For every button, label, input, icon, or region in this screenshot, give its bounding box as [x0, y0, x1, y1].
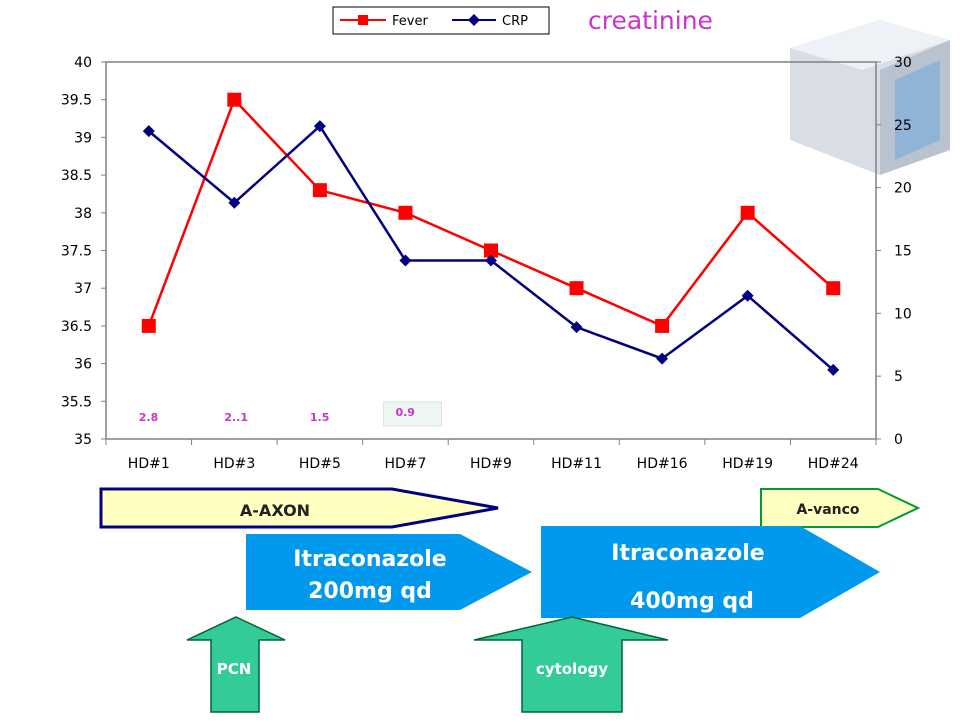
left-tick-label: 36.5 [61, 319, 92, 335]
point-crp [142, 125, 155, 138]
a-vanco-arrow [760, 488, 921, 528]
itra400-line1: Itraconazole [611, 541, 764, 566]
x-tick-label: HD#24 [808, 456, 859, 472]
left-tick-label: 35 [74, 432, 92, 448]
pcn-label: PCN [217, 660, 252, 678]
legend: Fever CRP [332, 6, 550, 35]
creatinine-value: 2..1 [224, 411, 248, 424]
itra200-line1: Itraconazole [293, 547, 446, 572]
creatinine-title: creatinine [588, 6, 713, 35]
legend-fever-marker [358, 15, 368, 25]
right-tick-label: 15 [894, 244, 912, 260]
creatinine-value: 2.8 [139, 411, 159, 424]
point-fever [312, 183, 327, 198]
right-tick-label: 10 [894, 306, 912, 322]
point-crp [228, 196, 241, 209]
x-tick-label: HD#19 [722, 456, 773, 472]
x-tick-label: HD#9 [470, 456, 512, 472]
a-vanco-label: A-vanco [796, 502, 859, 518]
point-fever [569, 281, 584, 296]
left-tick-label: 37.5 [61, 244, 92, 260]
series-layer [141, 92, 841, 376]
point-fever [484, 243, 498, 258]
itraconazole-200-arrow [246, 534, 532, 610]
itra200-line2: 200mg qd [308, 579, 432, 604]
creatinine-value: 0.9 [395, 406, 415, 419]
point-crp [741, 289, 754, 302]
decorative-cube-image [790, 20, 950, 175]
right-tick-label: 30 [894, 55, 912, 71]
x-tick-label: HD#7 [384, 456, 426, 472]
itraconazole-400-arrow [541, 526, 880, 618]
point-fever [141, 318, 156, 333]
point-fever [398, 205, 413, 220]
point-fever [826, 281, 841, 296]
itra400-line2: 400mg qd [630, 589, 754, 614]
left-y-axis: 35 35.5 36 36.5 37 37.5 38 38.5 39 39.5 40 [61, 55, 106, 448]
left-tick-label: 36 [74, 357, 92, 373]
x-axis: HD#1 HD#3 HD#5 HD#7 HD#9 HD#11 HD#16 HD#19 HD#24 [105, 439, 877, 472]
point-fever [227, 92, 242, 107]
point-crp [827, 363, 840, 376]
x-tick-label: HD#11 [551, 456, 602, 472]
legend-fever-label: Fever [392, 14, 428, 29]
right-tick-label: 0 [894, 432, 903, 448]
point-crp [656, 352, 669, 365]
left-tick-label: 40 [74, 55, 92, 71]
left-tick-label: 38 [74, 206, 92, 222]
point-crp [485, 254, 497, 267]
right-tick-label: 25 [894, 118, 912, 134]
x-tick-label: HD#1 [128, 456, 170, 472]
left-tick-label: 39.5 [61, 93, 92, 109]
legend-crp-marker [468, 14, 480, 26]
left-tick-label: 35.5 [61, 394, 92, 410]
cytology-label: cytology [536, 660, 608, 678]
creatinine-value: 1.5 [310, 411, 330, 424]
left-tick-label: 38.5 [61, 168, 92, 184]
cytology-up-arrow [473, 616, 669, 713]
left-tick-label: 39 [74, 130, 92, 146]
a-axon-label: A-AXON [240, 501, 310, 520]
x-tick-label: HD#16 [637, 456, 688, 472]
a-axon-arrow [99, 487, 499, 529]
point-fever [740, 205, 755, 220]
x-tick-label: HD#5 [299, 456, 341, 472]
pcn-up-arrow [186, 616, 286, 713]
right-tick-label: 5 [894, 369, 903, 385]
left-tick-label: 37 [74, 281, 92, 297]
point-crp [570, 321, 583, 334]
series-line-fever [147, 97, 835, 328]
right-y-axis: 0 5 10 15 20 25 30 [876, 55, 912, 448]
point-crp [313, 120, 326, 133]
point-crp [399, 254, 412, 267]
right-tick-label: 20 [894, 181, 912, 197]
x-tick-label: HD#3 [213, 456, 255, 472]
legend-crp-label: CRP [502, 14, 528, 29]
creatinine-highlight-box [382, 401, 442, 427]
creatinine-values: 2.8 2..1 1.5 0.9 [139, 401, 442, 427]
point-fever [655, 318, 670, 333]
